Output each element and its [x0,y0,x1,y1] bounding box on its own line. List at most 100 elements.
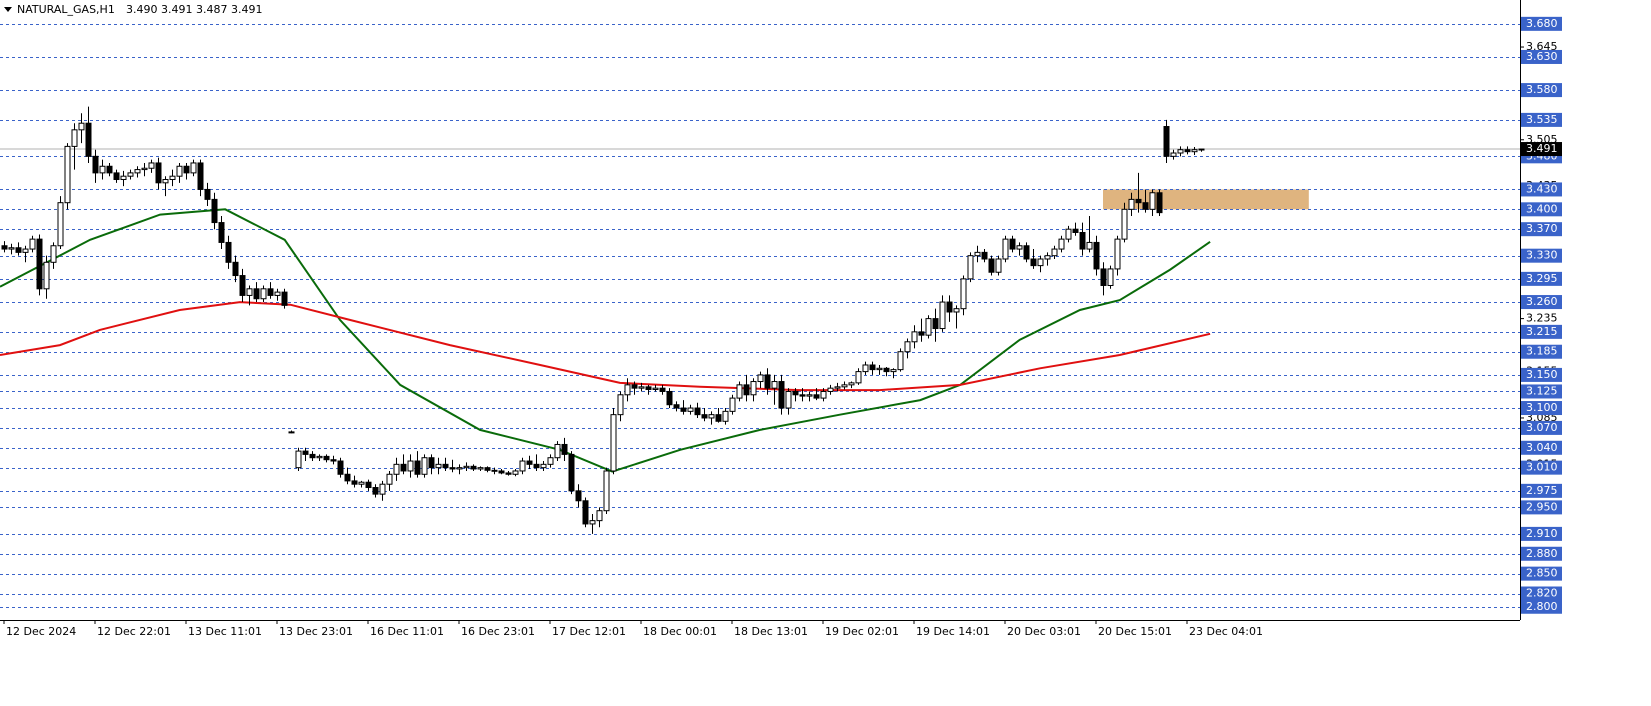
candle-body [414,460,421,475]
candle-body [421,457,428,475]
candle-body [820,390,827,399]
candle-body [701,414,708,419]
candle-body [519,460,526,472]
x-tick-label: 19 Dec 14:01 [916,625,990,638]
candle-body [736,384,743,399]
candle-body [512,470,519,475]
candle-body [134,169,141,174]
level-label-box [1521,440,1562,455]
level-label-box [1521,460,1562,475]
candle-body [372,487,379,495]
y-tick-label: 3.235 [1526,312,1558,325]
candle-body [729,397,736,412]
x-tick-label: 20 Dec 15:01 [1098,625,1172,638]
x-tick-label: 13 Dec 11:01 [188,625,262,638]
candle-body [99,165,106,174]
x-tick-label: 12 Dec 22:01 [97,625,171,638]
candle-body [1156,192,1163,214]
candle-body [1065,228,1072,240]
candle-body [687,407,694,412]
candle-body [995,258,1002,273]
candle-body [1044,255,1051,260]
candle-body [631,384,638,389]
candle-body [491,469,498,472]
level-label-box [1521,83,1562,98]
candle-body [449,467,456,470]
candle-body [561,443,568,455]
level-label: 2.850 [1526,567,1558,580]
level-label-box [1521,586,1562,601]
candle-body [645,386,652,390]
candle-body [106,165,113,174]
level-label: 3.215 [1526,325,1558,338]
candle-body [1100,268,1107,286]
candle-body [1170,152,1177,157]
candle-body [29,238,36,250]
moving-average [0,208,1211,473]
candle-body [589,520,596,525]
candle-body [162,179,169,184]
candle-body [505,472,512,475]
candle-body [799,394,806,397]
candle-body [974,251,981,257]
candle-body [365,481,372,489]
candle-body [267,288,274,296]
last-price-label: 3.491 [1526,142,1558,155]
level-label: 3.125 [1526,384,1558,397]
candle-body [1030,258,1037,267]
candle-body [323,455,330,461]
candle-body [533,463,540,469]
candle-body [911,331,918,343]
candle-body [841,384,848,388]
candle-body [358,481,365,485]
candle-body [155,162,162,184]
level-label: 2.800 [1526,600,1558,613]
candle-body [1128,198,1135,210]
level-label-box [1521,367,1562,382]
candle-body [897,351,904,371]
candle-body [715,414,722,422]
candle-body [1191,149,1198,153]
candle-body [946,301,953,313]
level-label-box [1521,222,1562,237]
x-tick-label: 20 Dec 03:01 [1007,625,1081,638]
level-label: 3.185 [1526,345,1558,358]
level-label: 2.880 [1526,547,1558,560]
candle-body [484,467,491,471]
candle-body [757,374,764,383]
candle-body [8,247,15,250]
level-label-box [1521,16,1562,31]
candle-body [330,459,337,462]
candle-body [806,394,813,397]
candle-body [834,386,841,389]
candle-body [435,463,442,469]
level-label-box [1521,202,1562,217]
level-label: 2.975 [1526,484,1558,497]
level-label: 2.820 [1526,587,1558,600]
x-tick-label: 23 Dec 04:01 [1189,625,1263,638]
candle-body [1037,258,1044,267]
candle-body [127,172,134,177]
candle-body [925,318,932,336]
ohlc-header: 3.490 3.491 3.487 3.491 [126,3,262,16]
last-price-box [1521,142,1562,157]
candle-body [477,467,484,470]
candle-body [939,301,946,330]
candle-body [295,450,302,469]
candle-body [232,261,239,277]
candle-body [50,245,57,263]
candle-body [659,387,666,392]
level-label-box [1521,49,1562,64]
level-label-box [1521,420,1562,435]
level-label-box [1521,324,1562,339]
candle-body [883,367,890,373]
level-label-box [1521,112,1562,127]
candle-body [190,162,197,174]
candle-body [610,414,617,472]
y-tick-label: 3.645 [1526,40,1558,53]
x-tick-label: 16 Dec 23:01 [461,625,535,638]
candle-body [869,364,876,371]
candle-body [379,483,386,495]
menu-triangle[interactable] [4,7,12,12]
